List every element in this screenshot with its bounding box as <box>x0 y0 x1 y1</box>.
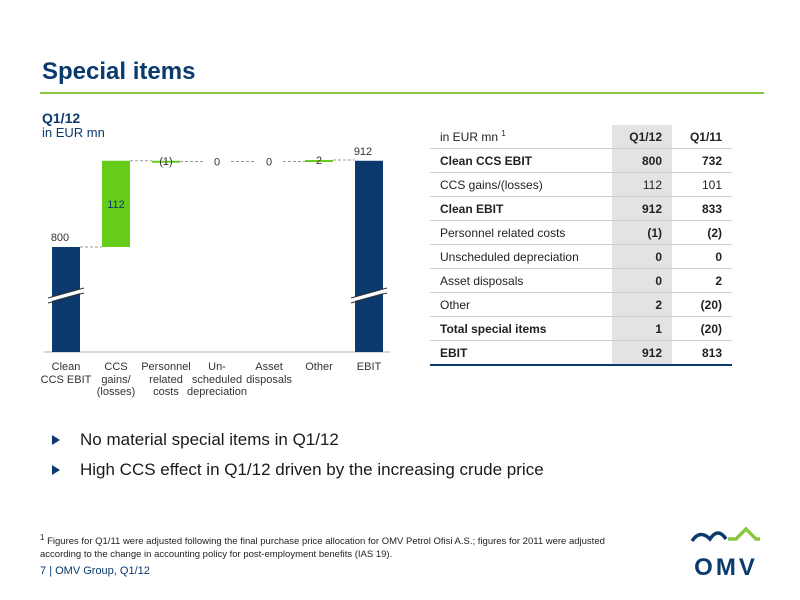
value-label-6: 912 <box>354 146 372 158</box>
col-q112: Q1/12 <box>612 125 672 149</box>
axis-break-6 <box>350 288 388 302</box>
table-row: Unscheduled depreciation 0 0 <box>430 244 732 269</box>
chart-heading: Q1/12 in EUR mn <box>42 110 105 140</box>
table-row: EBIT 912 813 <box>430 340 732 366</box>
bullet-list: No material special items in Q1/12 High … <box>52 425 544 485</box>
x-label-ebit: EBIT <box>356 361 382 373</box>
axis-break-line-a-0 <box>47 287 85 299</box>
value-label-4: 0 <box>266 157 272 169</box>
table-row: Asset disposals 0 2 <box>430 268 732 293</box>
triangle-bullet-icon <box>52 435 60 445</box>
axis-break-0 <box>47 288 85 302</box>
axis-break-line-b-6 <box>350 292 388 304</box>
bar-1 <box>102 160 130 247</box>
special-items-table: in EUR mn 1 Q1/12 Q1/11 Clean CCS EBIT 80… <box>430 125 732 366</box>
x-label-unscheduled: Un-scheduled depreciation <box>187 361 247 398</box>
footer-separator: | <box>49 565 56 577</box>
value-label-1: 112 <box>107 199 125 211</box>
chart-title: Q1/12 <box>42 110 81 126</box>
chart-unit: in EUR mn <box>42 125 105 140</box>
table-header-row: in EUR mn 1 Q1/12 Q1/11 <box>430 125 732 149</box>
page-number: 7 <box>40 565 47 577</box>
slide-footer: 7 | OMV Group, Q1/12 <box>40 565 150 577</box>
axis-break-line-b-0 <box>47 292 85 304</box>
triangle-bullet-icon <box>52 465 60 475</box>
table-row: Other 2 (20) <box>430 292 732 317</box>
x-label-other: Other <box>305 361 333 373</box>
x-label-ccs-gains: CCS gains/(losses) <box>96 361 136 398</box>
value-label-0: 800 <box>51 232 69 244</box>
bar-6 <box>355 160 383 352</box>
value-label-5: 2 <box>316 155 322 167</box>
table-row: Clean CCS EBIT 800 732 <box>430 148 732 173</box>
footer-text: OMV Group, Q1/12 <box>55 565 150 577</box>
value-label-2: (1) <box>159 156 172 168</box>
bullet-item: High CCS effect in Q1/12 driven by the i… <box>52 455 544 485</box>
table-row: Clean EBIT 912 833 <box>430 196 732 221</box>
bar-2 <box>152 160 180 163</box>
x-label-clean-ccs-ebit: Clean CCS EBIT <box>40 361 92 386</box>
bullet-item: No material special items in Q1/12 <box>52 425 544 455</box>
value-label-3: 0 <box>214 157 220 169</box>
omv-logo: OMV <box>688 525 764 586</box>
axis-break-line-a-6 <box>350 287 388 299</box>
title-divider <box>40 92 764 94</box>
page-title: Special items <box>42 58 196 85</box>
table-header-label: in EUR mn 1 <box>430 125 612 149</box>
x-label-asset-disposals: Asset disposals <box>246 361 292 386</box>
col-q111: Q1/11 <box>672 125 732 149</box>
footnote: 1 Figures for Q1/11 were adjusted follow… <box>40 533 605 561</box>
x-label-personnel: Personnel related costs <box>141 361 191 398</box>
svg-text:OMV: OMV <box>694 554 758 581</box>
table-row: CCS gains/(losses) 112 101 <box>430 172 732 197</box>
bar-5 <box>305 159 333 162</box>
table-row: Total special items 1 (20) <box>430 316 732 341</box>
table-row: Personnel related costs (1) (2) <box>430 220 732 245</box>
